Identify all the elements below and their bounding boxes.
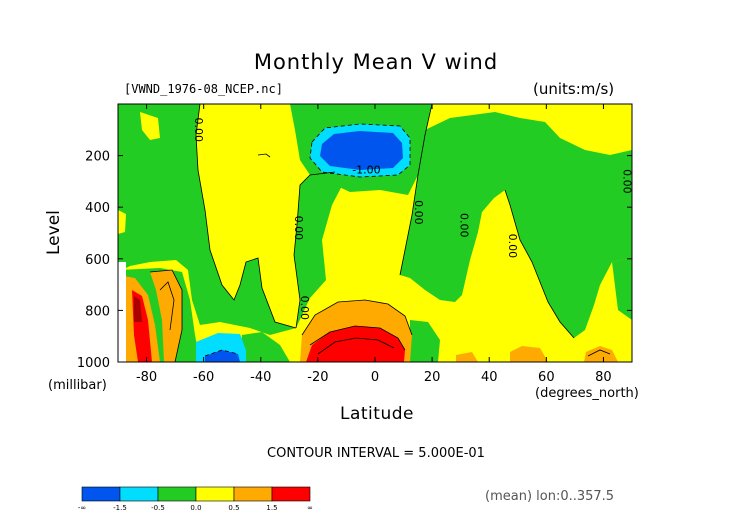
contour-line xyxy=(293,171,336,329)
colorbar-tick-label: 0.0 xyxy=(190,504,201,512)
contour-line xyxy=(317,337,395,355)
x-tick-label: -40 xyxy=(250,370,271,385)
x-tick-label: 60 xyxy=(538,370,555,385)
fill-yellow-topleft xyxy=(140,112,160,140)
fill-green-west xyxy=(118,104,345,335)
fill-green-mid2 xyxy=(432,245,468,292)
contour-line xyxy=(309,123,411,178)
contour-line xyxy=(204,349,239,357)
fill-white-gap xyxy=(118,262,126,362)
x-tick-label: 80 xyxy=(595,370,612,385)
contour-label: 0.00 xyxy=(458,213,471,238)
units-label: (units:m/s) xyxy=(533,80,615,98)
colorbar-tick-label: -1.5 xyxy=(113,504,127,512)
colorbar-swatch xyxy=(119,486,159,502)
colorbar-swatch xyxy=(157,486,197,502)
fill-green-bottom-mid xyxy=(240,332,290,362)
contour-line xyxy=(504,189,575,339)
x-tick-label: 20 xyxy=(424,370,441,385)
x-axis-unit: (degrees_north) xyxy=(535,386,639,401)
contour-label: 0.00 xyxy=(506,234,519,259)
contour-label: 0.00 xyxy=(192,118,205,143)
contour-line xyxy=(257,153,271,158)
y-tick-label: 1000 xyxy=(77,356,110,371)
y-tick-label: 400 xyxy=(85,201,110,216)
contour-line xyxy=(587,349,611,357)
colorbar-tick-label: -∞ xyxy=(78,504,86,512)
contour-label: 0.00 xyxy=(412,200,425,225)
contour-line xyxy=(195,104,297,329)
fill-green-bottom-east xyxy=(410,320,440,362)
y-tick-label: 800 xyxy=(85,304,110,319)
contour-interval: CONTOUR INTERVAL = 5.000E-01 xyxy=(267,446,485,461)
x-tick-label: -80 xyxy=(136,370,157,385)
fill-orange-southeast3 xyxy=(456,352,478,362)
contour-line xyxy=(159,281,175,331)
contour-label: 0.00 xyxy=(298,296,311,321)
fill-yellow-left-strip xyxy=(118,210,126,234)
fill-orange-southeast2 xyxy=(584,346,618,362)
fill-green-right-edge xyxy=(612,258,632,320)
colorbar-tick-label: ∞ xyxy=(307,504,313,512)
fill-red-core xyxy=(306,326,405,362)
x-axis-label: Latitude xyxy=(340,404,414,424)
colorbar-swatch xyxy=(233,486,273,502)
contour-line xyxy=(149,269,183,362)
fill-darkred-southwest xyxy=(134,296,142,322)
contour-line xyxy=(399,104,433,276)
x-tick-label: 40 xyxy=(481,370,498,385)
colorbar-tick-label: 1.5 xyxy=(266,504,277,512)
fill-orange-southeast xyxy=(510,346,548,362)
chart-title: Monthly Mean V wind xyxy=(253,50,499,74)
x-tick-label: -20 xyxy=(307,370,328,385)
y-tick-label: 600 xyxy=(85,253,110,268)
contour-line xyxy=(301,299,413,336)
colorbar-swatch xyxy=(81,486,121,502)
x-tick-label: -60 xyxy=(193,370,214,385)
contour-label: -1.00 xyxy=(352,164,380,177)
y-tick-label: 200 xyxy=(85,150,110,165)
fill-orange-southwest2 xyxy=(150,270,182,362)
x-tick-label: 0 xyxy=(371,370,379,385)
contour-label: 0.00 xyxy=(620,169,633,194)
contour-line xyxy=(309,325,406,351)
file-label: [VWND_1976-08_NCEP.nc] xyxy=(124,82,283,96)
fill-yellow-right-tip xyxy=(620,104,632,118)
y-axis-unit: (millibar) xyxy=(48,378,107,393)
averaging-note: (mean) lon:0..357.5 xyxy=(485,489,615,504)
contour-label: 0.00 xyxy=(292,216,305,241)
colorbar-tick-label: 0.5 xyxy=(228,504,239,512)
colorbar-swatch xyxy=(271,486,311,502)
colorbar-swatch xyxy=(195,486,235,502)
fill-blue-core xyxy=(320,131,403,170)
colorbar-tick-label: -0.5 xyxy=(151,504,165,512)
